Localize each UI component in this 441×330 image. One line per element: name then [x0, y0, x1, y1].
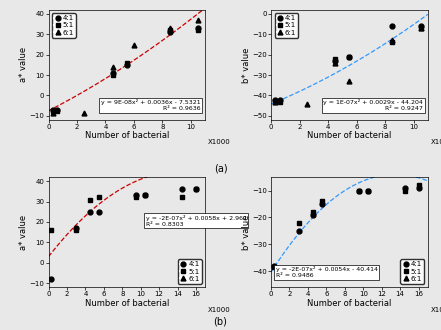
X-axis label: Number of bacterial: Number of bacterial — [307, 131, 392, 141]
Text: X1000: X1000 — [208, 139, 231, 145]
Legend: 4:1, 5:1, 6:1: 4:1, 5:1, 6:1 — [400, 259, 424, 283]
Text: (a): (a) — [214, 163, 227, 173]
X-axis label: Number of bacterial: Number of bacterial — [307, 299, 392, 308]
Text: X1000: X1000 — [430, 139, 441, 145]
Y-axis label: a* value: a* value — [19, 214, 28, 250]
Text: y = -2E-07x² + 0.0054x - 40.414
R² = 0.9486: y = -2E-07x² + 0.0054x - 40.414 R² = 0.9… — [276, 267, 378, 278]
Text: X1000: X1000 — [430, 307, 441, 313]
Text: y = 9E-08x² + 0.0036x - 7.5321
R² = 0.9636: y = 9E-08x² + 0.0036x - 7.5321 R² = 0.96… — [101, 99, 201, 111]
Text: y = 1E-07x² + 0.0029x - 44.204
R² = 0.9247: y = 1E-07x² + 0.0029x - 44.204 R² = 0.92… — [323, 99, 423, 111]
Text: X1000: X1000 — [208, 307, 231, 313]
Y-axis label: a* value: a* value — [19, 47, 28, 82]
Y-axis label: b* value: b* value — [242, 214, 250, 250]
Legend: 4:1, 5:1, 6:1: 4:1, 5:1, 6:1 — [52, 14, 76, 38]
X-axis label: Number of bacterial: Number of bacterial — [85, 131, 169, 141]
X-axis label: Number of bacterial: Number of bacterial — [85, 299, 169, 308]
Legend: 4:1, 5:1, 6:1: 4:1, 5:1, 6:1 — [275, 14, 299, 38]
Legend: 4:1, 5:1, 6:1: 4:1, 5:1, 6:1 — [178, 259, 202, 283]
Text: (b): (b) — [213, 317, 228, 327]
Y-axis label: b* value: b* value — [242, 47, 250, 82]
Text: y = -2E-07x² + 0.0058x + 2.962
R² = 0.8303: y = -2E-07x² + 0.0058x + 2.962 R² = 0.83… — [146, 215, 247, 227]
